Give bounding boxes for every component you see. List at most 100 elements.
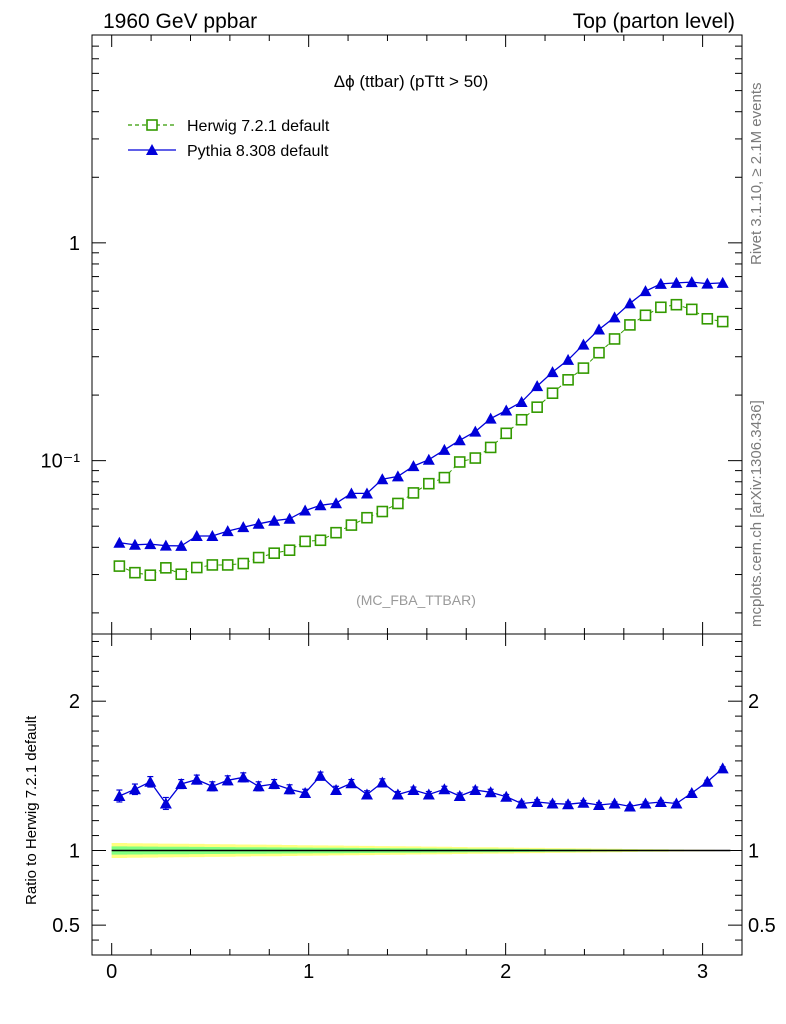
header-right-label: Top (parton level): [573, 10, 735, 33]
herwig-point: [716, 315, 729, 328]
ratio-series-group: [113, 762, 729, 812]
herwig-point: [129, 566, 141, 579]
pythia-point: [128, 538, 141, 550]
pythia-point: [500, 404, 513, 416]
ratio-pythia-point: [159, 797, 172, 809]
herwig-point: [423, 477, 435, 490]
ratio-pythia-point: [500, 790, 513, 802]
ratio-pythia-point: [484, 786, 497, 798]
herwig-point: [655, 301, 667, 314]
pythia-point: [654, 277, 667, 289]
y-tick-label-ratio-right: 0.5: [748, 915, 776, 937]
herwig-point: [299, 535, 311, 548]
ratio-pythia-point: [623, 800, 636, 812]
y-tick-label-ratio: 1: [69, 840, 80, 862]
ratio-pythia-point: [562, 798, 575, 810]
x-tick-label: 1: [303, 961, 314, 983]
pythia-point: [391, 470, 404, 482]
legend-pythia-label: Pythia 8.308 default: [187, 143, 329, 160]
herwig-point: [531, 401, 543, 413]
y-tick-label-main: 10⁻¹: [41, 451, 81, 473]
herwig-point: [144, 569, 157, 581]
pythia-point: [268, 514, 281, 526]
herwig-point: [113, 560, 126, 572]
herwig-point: [190, 561, 203, 574]
ratio-pythia-point: [268, 778, 281, 790]
pythia-point: [252, 517, 265, 529]
pythia-point: [453, 434, 466, 446]
ratio-pythia-point: [283, 783, 296, 795]
ratio-pythia-point: [190, 773, 203, 785]
ratio-pythia-point: [407, 784, 420, 796]
pythia-point: [716, 276, 729, 288]
ratio-pythia-point: [593, 798, 605, 810]
chart-title: Δϕ (ttbar) (pTtt > 50): [334, 72, 489, 91]
ratio-pythia-point: [577, 796, 590, 808]
pythia-point: [438, 443, 451, 455]
herwig-point: [221, 559, 234, 571]
pythia-point: [531, 380, 544, 392]
pythia-point: [639, 285, 652, 297]
legend: Herwig 7.2.1 default Pythia 8.308 defaul…: [128, 118, 330, 160]
herwig-point: [376, 505, 389, 518]
pythia-point: [144, 538, 157, 550]
ratio-pythia-point: [175, 778, 188, 790]
pythia-point: [299, 504, 312, 516]
pythia-point: [237, 521, 250, 533]
ratio-pythia-point: [314, 769, 327, 781]
herwig-point: [252, 551, 265, 564]
ratio-pythia-point: [716, 762, 729, 774]
ratio-pythia-point: [531, 795, 544, 807]
ratio-pythia-point: [639, 797, 652, 809]
pythia-point: [422, 453, 435, 465]
pythia-point: [546, 366, 559, 378]
herwig-point: [469, 452, 482, 464]
ratio-pythia-point: [221, 774, 234, 786]
pythia-point: [623, 297, 636, 309]
pythia-point: [608, 311, 621, 323]
ratio-pythia-point: [546, 797, 559, 809]
mcplots-label: mcplots.cern.ch [arXiv:1306.3436]: [748, 400, 765, 627]
pythia-point: [376, 473, 389, 485]
y-tick-label-ratio-right: 1: [748, 840, 759, 862]
legend-pythia-marker: [146, 144, 158, 155]
ratio-pythia-point: [515, 797, 528, 809]
pythia-point: [206, 529, 219, 541]
ratio-pythia-point: [453, 789, 466, 801]
ratio-pythia-point: [701, 775, 714, 787]
pythia-point: [283, 512, 296, 524]
herwig-point: [314, 534, 327, 547]
legend-herwig-label: Herwig 7.2.1 default: [187, 118, 330, 135]
ratio-pythia-point: [360, 788, 373, 800]
y-tick-label-ratio: 2: [69, 691, 80, 713]
axes-group: 0 1 2 3 1 10⁻¹ 0.5 0.5 1 1 2 2: [41, 34, 776, 983]
herwig-point: [639, 309, 652, 322]
herwig-point: [562, 374, 574, 386]
pythia-point: [190, 529, 203, 541]
pythia-point: [685, 276, 698, 288]
ratio-pythia-point: [469, 784, 482, 796]
pythia-point: [670, 276, 683, 288]
herwig-point: [701, 312, 714, 325]
ratio-pythia-point: [608, 797, 621, 809]
herwig-point: [670, 298, 683, 311]
pythia-point: [345, 487, 358, 499]
ratio-pythia-point: [391, 788, 404, 800]
ratio-pythia-point: [654, 795, 667, 807]
header-left-label: 1960 GeV ppbar: [103, 10, 257, 33]
herwig-point: [345, 519, 358, 531]
y-tick-label-ratio-right: 2: [748, 691, 759, 713]
pythia-point: [562, 353, 575, 365]
ratio-pythia-point: [376, 776, 389, 788]
ratio-pythia-line: [119, 767, 724, 808]
herwig-point: [361, 511, 373, 524]
pythia-point: [484, 412, 497, 424]
ratio-pythia-point: [422, 788, 435, 800]
herwig-point: [407, 487, 420, 499]
herwig-point: [392, 497, 404, 510]
herwig-point: [577, 362, 590, 374]
ratio-pythia-point: [252, 780, 265, 792]
pythia-point: [113, 536, 126, 548]
y-tick-label-ratio: 0.5: [52, 915, 80, 937]
pythia-point: [577, 338, 590, 350]
